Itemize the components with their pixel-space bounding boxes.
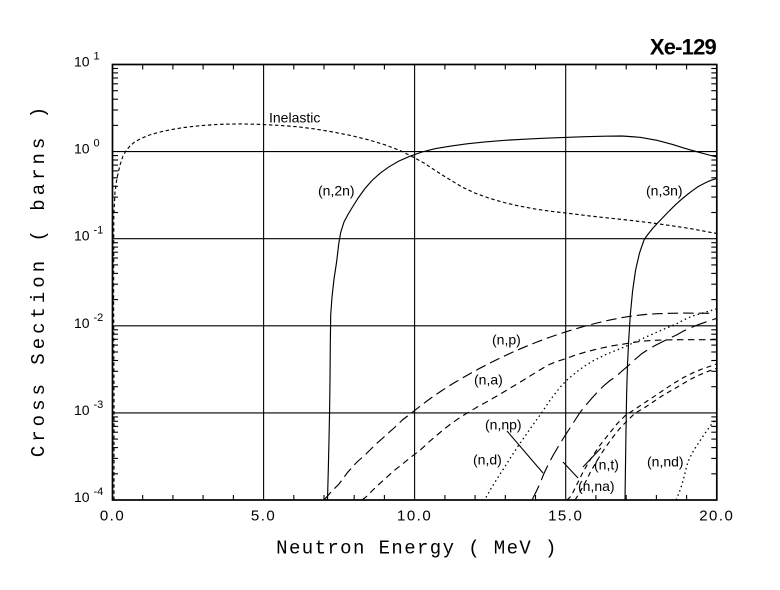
svg-text:(n,np): (n,np) bbox=[485, 417, 522, 433]
svg-text:-2: -2 bbox=[94, 312, 104, 324]
svg-text:(n,t): (n,t) bbox=[594, 457, 619, 473]
svg-text:(n,na): (n,na) bbox=[578, 478, 615, 494]
svg-text:-4: -4 bbox=[94, 486, 104, 498]
svg-text:(n,d): (n,d) bbox=[473, 452, 502, 468]
svg-text:Cross Section ( barns ): Cross Section ( barns ) bbox=[28, 103, 50, 457]
svg-text:(n,3n): (n,3n) bbox=[646, 183, 683, 199]
svg-text:10: 10 bbox=[74, 228, 90, 244]
svg-text:Inelastic: Inelastic bbox=[269, 110, 320, 126]
svg-text:(n,a): (n,a) bbox=[474, 372, 503, 388]
svg-text:10: 10 bbox=[74, 141, 90, 157]
svg-text:(n,p): (n,p) bbox=[492, 332, 521, 348]
svg-text:Xe-129: Xe-129 bbox=[650, 35, 717, 60]
svg-text:0.0: 0.0 bbox=[100, 508, 125, 525]
svg-text:10: 10 bbox=[74, 315, 90, 331]
svg-text:10: 10 bbox=[74, 489, 90, 505]
svg-text:20.0: 20.0 bbox=[699, 508, 734, 525]
svg-text:(n,2n): (n,2n) bbox=[318, 183, 355, 199]
svg-text:15.0: 15.0 bbox=[548, 508, 583, 525]
svg-text:(n,nd): (n,nd) bbox=[647, 454, 684, 470]
svg-text:10: 10 bbox=[74, 402, 90, 418]
svg-text:0: 0 bbox=[94, 138, 100, 150]
svg-text:1: 1 bbox=[94, 51, 100, 63]
svg-text:-3: -3 bbox=[94, 399, 104, 411]
svg-text:10.0: 10.0 bbox=[397, 508, 432, 525]
svg-text:Neutron Energy ( MeV ): Neutron Energy ( MeV ) bbox=[276, 538, 558, 560]
svg-text:5.0: 5.0 bbox=[251, 508, 276, 525]
svg-text:-1: -1 bbox=[94, 225, 104, 237]
svg-text:10: 10 bbox=[74, 54, 90, 70]
